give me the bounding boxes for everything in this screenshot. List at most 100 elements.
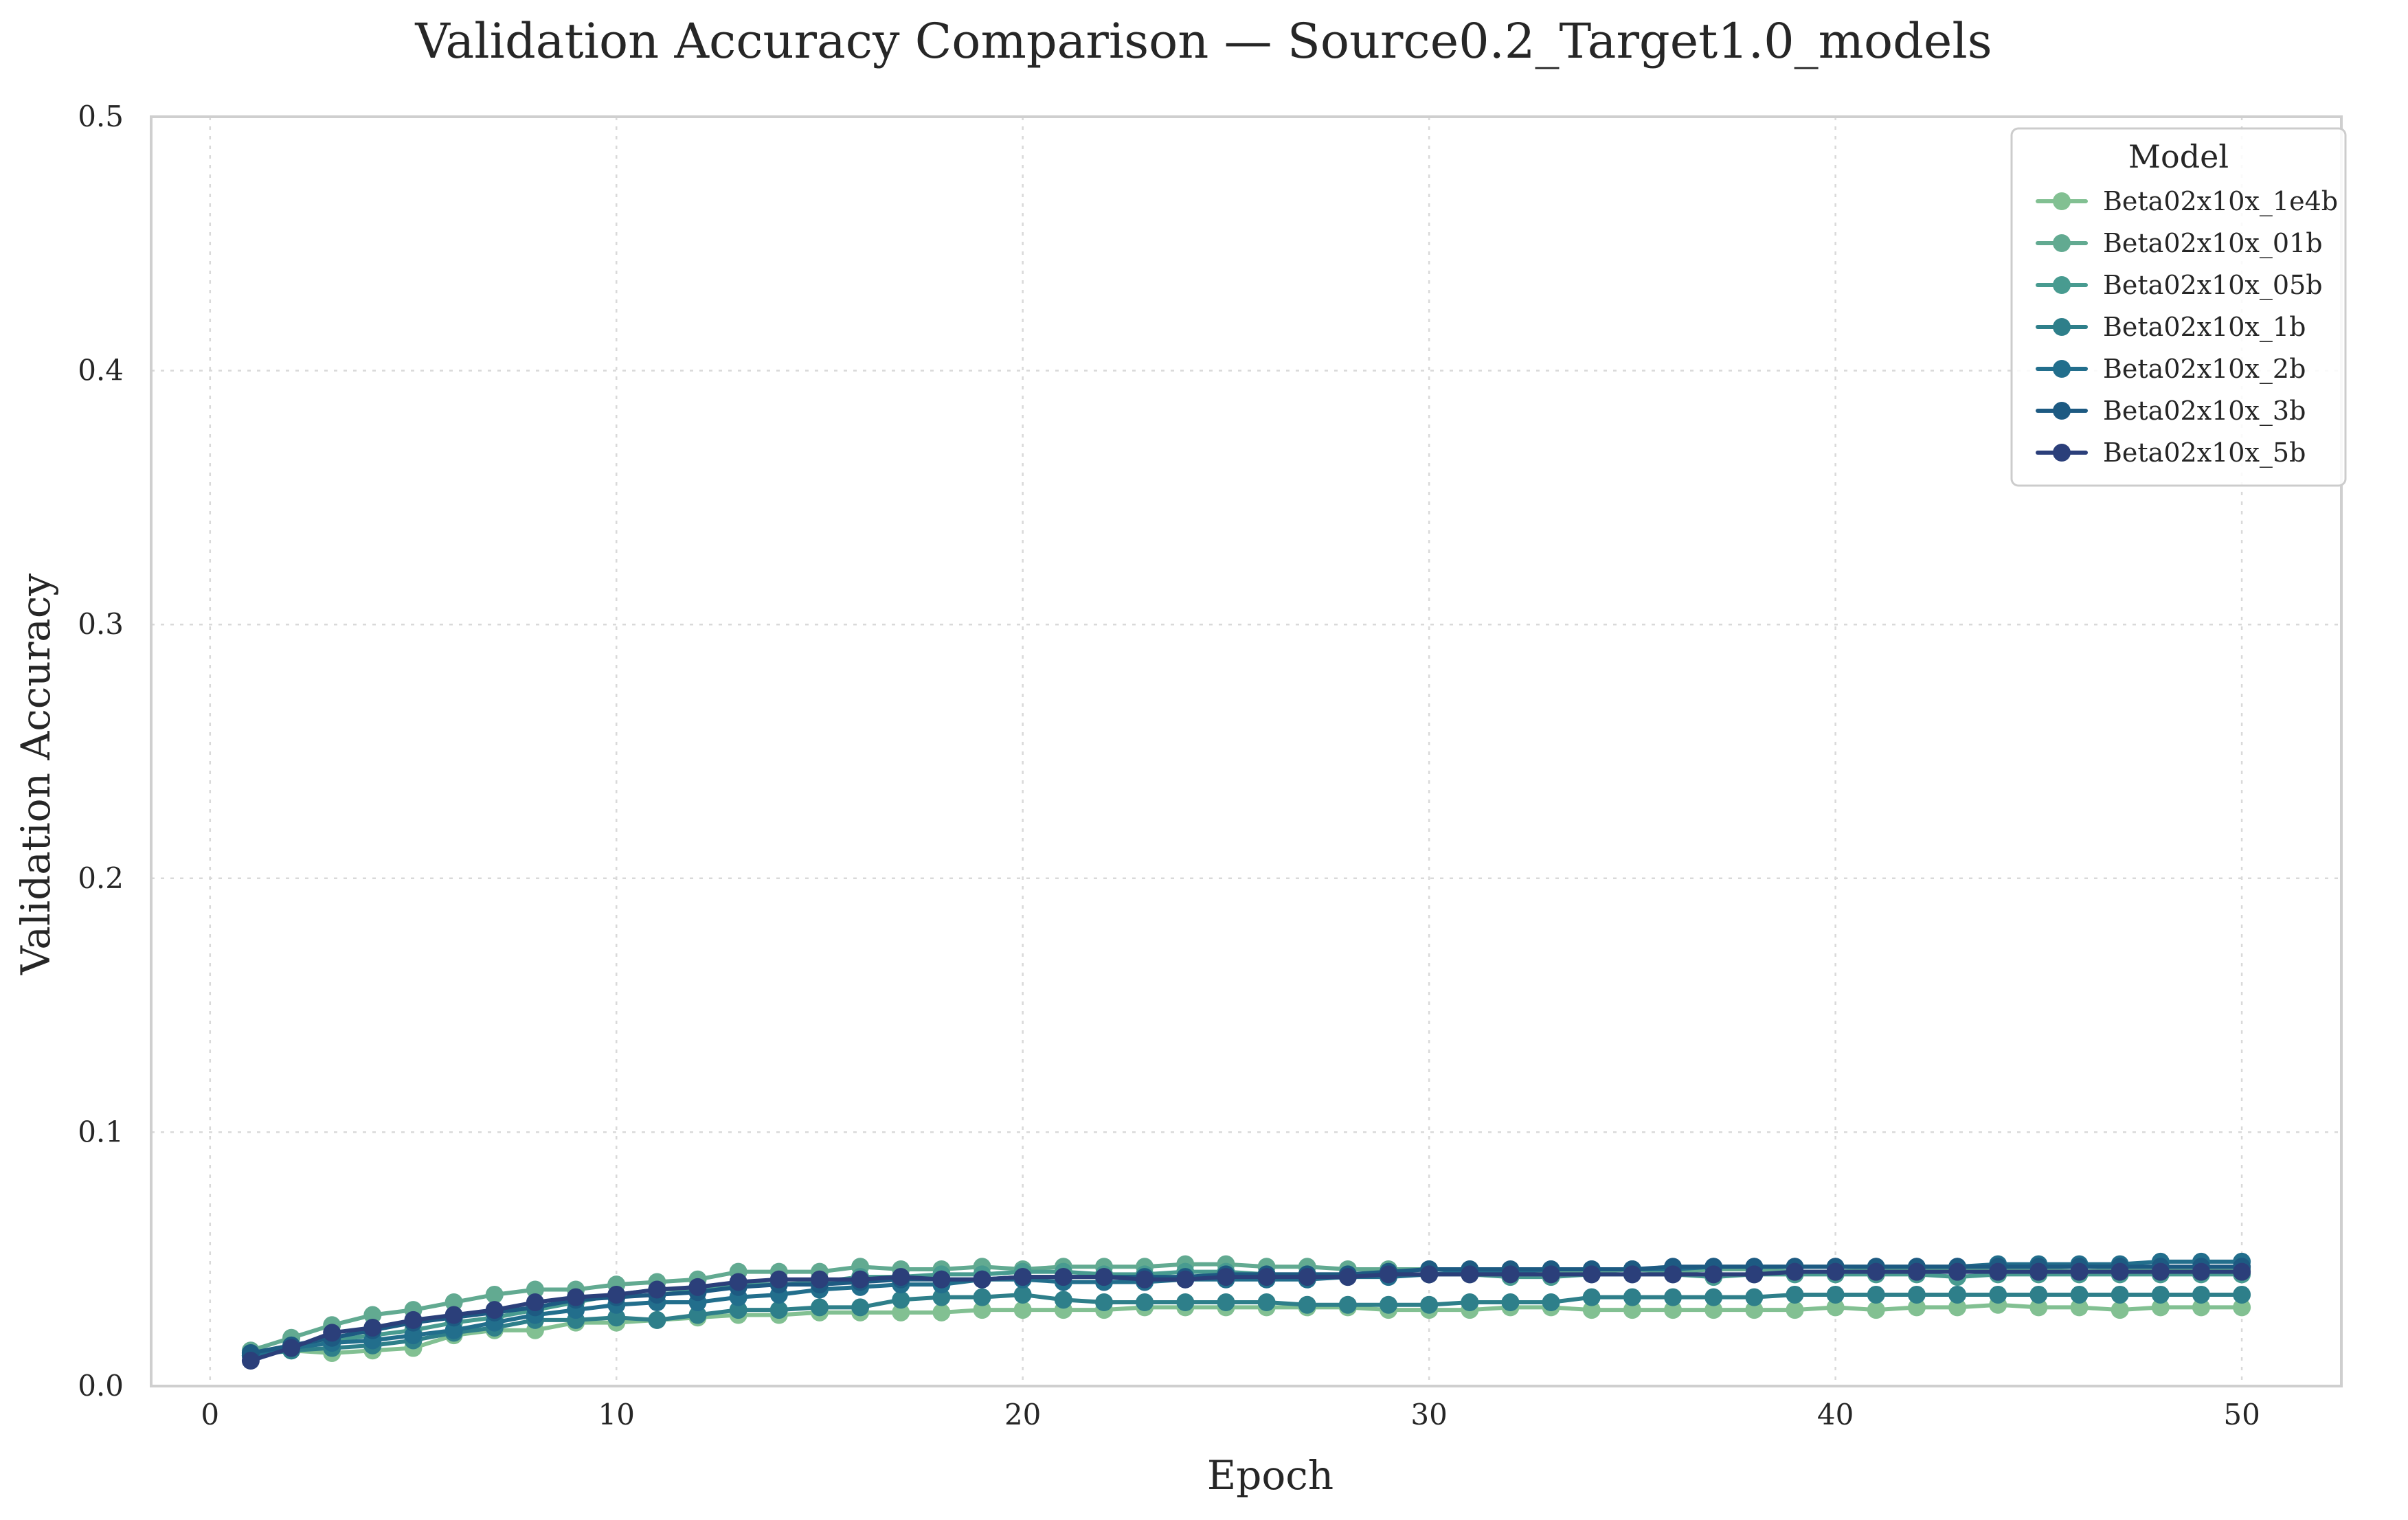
legend-item: Beta02x10x_01b: [2036, 228, 2323, 259]
data-point: [1867, 1285, 1885, 1304]
data-point: [1094, 1268, 1113, 1286]
data-point: [1013, 1285, 1032, 1304]
data-point: [1745, 1288, 1764, 1306]
data-point: [1380, 1265, 1398, 1284]
legend-marker: [2053, 192, 2071, 210]
legend-item: Beta02x10x_05b: [2036, 270, 2323, 301]
chart-title: Validation Accuracy Comparison — Source0…: [414, 13, 1992, 69]
data-point: [2192, 1285, 2210, 1304]
data-point: [1623, 1288, 1641, 1306]
legend-label: Beta02x10x_3b: [2103, 396, 2306, 427]
data-point: [1542, 1293, 1560, 1312]
plot-frame: [150, 115, 2343, 1387]
data-point: [1664, 1288, 1683, 1306]
data-point: [241, 1352, 260, 1370]
legend-marker: [2053, 318, 2071, 336]
data-point: [1013, 1268, 1032, 1286]
data-point: [1826, 1285, 1845, 1304]
data-point: [1461, 1293, 1479, 1312]
data-point: [2029, 1285, 2048, 1304]
data-point: [2233, 1262, 2251, 1281]
data-point: [729, 1301, 747, 1319]
data-point: [1054, 1291, 1072, 1309]
data-point: [1745, 1301, 1764, 1319]
data-point: [1217, 1293, 1235, 1312]
data-point: [1664, 1301, 1683, 1319]
legend-box: [2010, 127, 2347, 487]
data-point: [1380, 1295, 1398, 1314]
data-point: [1013, 1301, 1032, 1319]
data-point: [1420, 1265, 1439, 1284]
data-point: [1542, 1265, 1560, 1284]
data-point: [526, 1293, 544, 1312]
legend-label: Beta02x10x_01b: [2103, 228, 2323, 259]
data-point: [688, 1278, 707, 1296]
data-point: [404, 1311, 423, 1329]
legend-marker: [2053, 402, 2071, 420]
data-point: [1136, 1293, 1154, 1312]
data-point: [1745, 1265, 1764, 1284]
data-point: [1907, 1298, 1926, 1317]
legend-title: Model: [2128, 138, 2229, 175]
legend: Model Beta02x10x_1e4b Beta02x10x_01b Beta0…: [2010, 127, 2347, 487]
data-point: [1704, 1301, 1723, 1319]
data-point: [1948, 1262, 1967, 1281]
data-point: [1136, 1270, 1154, 1289]
data-point: [1948, 1285, 1967, 1304]
data-point: [1217, 1268, 1235, 1286]
data-point: [2111, 1301, 2129, 1319]
data-point: [1907, 1262, 1926, 1281]
data-point: [2233, 1285, 2251, 1304]
data-point: [892, 1291, 910, 1309]
data-point: [648, 1311, 666, 1329]
data-point: [973, 1288, 991, 1306]
data-point: [1867, 1301, 1885, 1319]
data-point: [2111, 1262, 2129, 1281]
data-point: [1948, 1298, 1967, 1317]
data-point: [851, 1298, 870, 1317]
data-point: [2151, 1298, 2170, 1317]
series-Beta02x10x_1b: [241, 1285, 2251, 1365]
data-point: [607, 1308, 626, 1327]
data-point: [1257, 1293, 1276, 1312]
data-point: [445, 1321, 463, 1339]
legend-label: Beta02x10x_1e4b: [2103, 186, 2338, 217]
data-point: [1094, 1293, 1113, 1312]
data-point: [1054, 1268, 1072, 1286]
y-tick-label: 0.2: [78, 861, 124, 895]
data-point: [1826, 1262, 1845, 1281]
series-Beta02x10x_5b: [241, 1262, 2251, 1370]
data-point: [892, 1268, 910, 1286]
data-point: [688, 1306, 707, 1324]
data-point: [485, 1301, 504, 1319]
legend-item: Beta02x10x_1b: [2036, 312, 2306, 343]
data-point: [2151, 1262, 2170, 1281]
legend-item: Beta02x10x_5b: [2036, 438, 2306, 468]
data-point: [851, 1270, 870, 1289]
legend-marker: [2053, 444, 2071, 462]
legend-item: Beta02x10x_2b: [2036, 354, 2306, 385]
data-point: [810, 1298, 829, 1317]
x-tick-label: 40: [1817, 1398, 1854, 1431]
y-axis-label: Validation Accuracy: [12, 574, 59, 976]
data-point: [1298, 1268, 1316, 1286]
data-point: [1257, 1268, 1276, 1286]
data-point: [1176, 1293, 1195, 1312]
data-point: [1338, 1295, 1357, 1314]
data-point: [1704, 1265, 1723, 1284]
data-point: [1582, 1301, 1601, 1319]
data-point: [363, 1318, 382, 1337]
data-point: [1786, 1301, 1804, 1319]
data-point: [1582, 1265, 1601, 1284]
data-point: [1623, 1301, 1641, 1319]
data-point: [1826, 1298, 1845, 1317]
data-point: [810, 1270, 829, 1289]
data-point: [2029, 1298, 2048, 1317]
data-point: [1867, 1262, 1885, 1281]
legend-label: Beta02x10x_5b: [2103, 438, 2306, 468]
x-tick-label: 30: [1410, 1398, 1447, 1431]
data-point: [323, 1324, 341, 1342]
data-point: [973, 1301, 991, 1319]
data-point: [363, 1306, 382, 1324]
y-axis-ticks: 0.0 0.1 0.2 0.3 0.4 0.5: [78, 100, 124, 1403]
